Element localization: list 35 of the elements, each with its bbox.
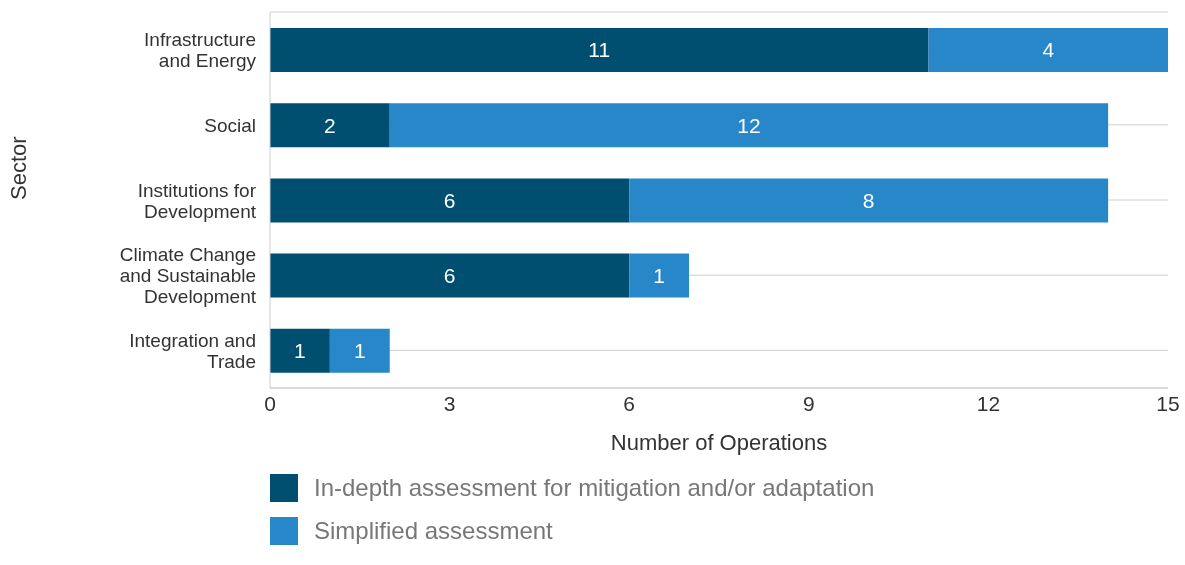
bar (629, 178, 1109, 223)
bar (270, 253, 630, 298)
x-axis-title: Number of Operations (610, 430, 828, 455)
bar (270, 178, 630, 223)
x-tick-label: 0 (264, 391, 276, 415)
data-label: 6 (443, 264, 456, 288)
y-axis-title: Sector (5, 136, 31, 200)
bar (270, 103, 390, 148)
bar (389, 103, 1109, 148)
data-label: 4 (1042, 38, 1055, 62)
data-label: 1 (294, 339, 306, 363)
data-label: 1 (653, 264, 665, 288)
bar (270, 328, 330, 373)
legend-label: In-depth assessment for mitigation and/or adaptation (314, 473, 875, 502)
y-tick-label: Integration and Trade (129, 329, 256, 372)
legend-label: Simplified assessment (314, 516, 553, 545)
bar (329, 328, 390, 373)
x-tick-label: 9 (802, 391, 815, 415)
data-label: 2 (324, 113, 336, 137)
y-tick-label: Social (204, 114, 256, 136)
bar (928, 28, 1168, 72)
x-tick-label: 15 (1156, 391, 1180, 415)
bar (270, 28, 929, 72)
data-label: 12 (737, 113, 761, 137)
y-tick-label: Institutions for Development (137, 179, 257, 221)
y-tick-label: Infrastructure and Energy (144, 28, 257, 71)
data-label: 8 (862, 188, 875, 212)
bar (629, 253, 690, 298)
data-label: 11 (588, 38, 611, 62)
x-tick-label: 12 (976, 391, 1001, 415)
data-label: 6 (443, 188, 456, 212)
x-tick-label: 6 (623, 391, 636, 415)
data-label: 1 (353, 339, 366, 363)
y-tick-label: Climate Change and Sustainable Development (119, 243, 257, 307)
x-tick-label: 3 (443, 391, 456, 415)
